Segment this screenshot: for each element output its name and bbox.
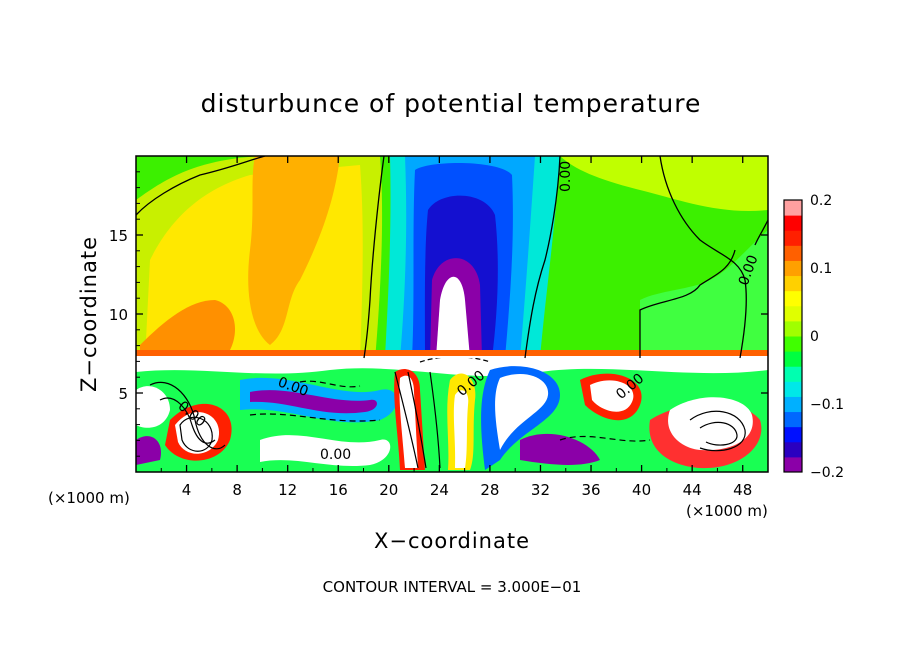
colorbar-tick-label: 0.2 — [810, 193, 832, 209]
x-axis: 4 8 12 16 20 24 28 32 36 40 44 48 — [160, 156, 752, 499]
colorbar-swatch — [784, 290, 802, 307]
contour-interval-note: CONTOUR INTERVAL = 3.000E−01 — [323, 578, 582, 596]
orange-lower-left — [140, 300, 235, 358]
colorbar-tick-label: 0 — [810, 329, 819, 345]
plot-area — [136, 156, 768, 472]
green-pocket — [640, 230, 768, 358]
contour-label: 0.00 — [558, 161, 574, 192]
colorbar-swatch — [784, 230, 802, 246]
y-tick-label: 10 — [109, 306, 128, 324]
inversion-red — [136, 350, 768, 356]
colorbar-swatch — [784, 381, 802, 397]
contour-far-right — [754, 219, 768, 246]
colorbar-swatch — [784, 366, 802, 382]
x-tick-label: 24 — [430, 481, 449, 499]
colorbar-swatch — [784, 411, 802, 428]
x-unit-label-right: (×1000 m) — [686, 502, 768, 520]
x-tick-label: 28 — [480, 481, 499, 499]
x-tick-label: 16 — [329, 481, 348, 499]
chart-title: disturbunce of potential temperature — [201, 89, 702, 118]
colorbar-swatch — [784, 336, 802, 352]
contour-plume-right — [524, 156, 561, 359]
turbulent-layer — [136, 358, 768, 472]
colorbar-swatch — [784, 275, 802, 292]
contour-right — [659, 156, 747, 359]
colorbar-swatch — [784, 215, 802, 231]
y-tick-label: 15 — [109, 227, 128, 245]
contour-label: 0.00 — [320, 447, 351, 463]
colorbar-tick-label: −0.2 — [810, 465, 844, 481]
y-tick-label: 5 — [118, 385, 128, 403]
colorbar-swatch — [784, 426, 802, 443]
x-tick-label: 44 — [683, 481, 702, 499]
orange-column — [248, 156, 340, 345]
cold-plume-core — [436, 276, 470, 358]
x-tick-label: 36 — [581, 481, 600, 499]
colorbar-tick-label: −0.1 — [810, 397, 844, 413]
x-tick-label: 40 — [632, 481, 651, 499]
contour-left — [136, 156, 266, 216]
colorbar-swatch — [784, 320, 802, 337]
contour-plume-left — [363, 156, 385, 359]
x-tick-label: 12 — [278, 481, 297, 499]
x-axis-label: X−coordinate — [374, 529, 530, 553]
x-unit-label: (×1000 m) — [48, 489, 130, 507]
y-axis-label: Z−coordinate — [77, 236, 101, 392]
colorbar — [783, 199, 803, 473]
colorbar-swatch — [784, 441, 802, 458]
colorbar-tick-label: 0.1 — [810, 261, 832, 277]
colorbar-swatch — [784, 456, 802, 473]
colorbar-swatch — [784, 245, 802, 261]
x-tick-label: 20 — [379, 481, 398, 499]
colorbar-swatch — [784, 260, 802, 277]
contour-pocket — [639, 249, 736, 358]
x-tick-label: 32 — [531, 481, 550, 499]
colorbar-swatch — [784, 200, 802, 216]
colorbar-swatch — [784, 351, 802, 367]
x-tick-label: 8 — [232, 481, 242, 499]
yellow-patch-right — [560, 156, 768, 211]
x-tick-label: 4 — [182, 481, 192, 499]
colorbar-labels: 0.2 0.1 0 −0.1 −0.2 — [810, 193, 844, 481]
x-tick-label: 48 — [733, 481, 752, 499]
colorbar-swatch — [784, 396, 802, 413]
colorbar-frame — [783, 199, 803, 473]
colorbar-swatch — [784, 305, 802, 322]
y-axis: 5 10 15 — [109, 171, 768, 457]
